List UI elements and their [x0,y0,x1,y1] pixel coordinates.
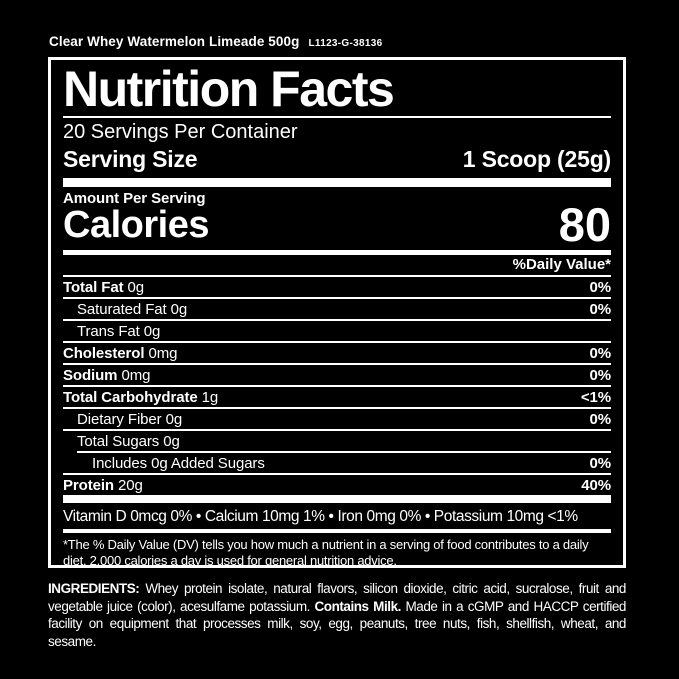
thick-separator [63,495,611,503]
nutrition-facts-panel: Nutrition Facts 20 Servings Per Containe… [48,57,626,568]
nutrient-daily-value: 0% [589,366,612,384]
nutrient-name: Includes 0g Added Sugars [92,454,265,472]
calories-row: Calories 80 [63,198,611,251]
nutrient-name: Sodium 0mg [63,366,151,384]
nutrient-row: Total Fat 0g 0% [63,275,611,297]
nutrient-daily-value: 40% [581,476,611,494]
nutrient-daily-value: <1% [580,388,611,406]
nutrient-row: Saturated Fat 0g 0% [63,297,611,319]
nutrient-name: Cholesterol 0mg [63,344,178,362]
serving-size-value: 1 Scoop (25g) [462,146,611,172]
daily-value-footnote: *The % Daily Value (DV) tells you how mu… [63,536,589,568]
calories-value: 80 [558,198,611,251]
nutrient-row: Dietary Fiber 0g 0% [63,407,611,429]
serving-size-label: Serving Size [63,146,198,172]
ingredients-bold-segment: INGREDIENTS: [48,581,140,596]
nutrient-daily-value: 0% [589,410,612,428]
nutrient-row: Total Carbohydrate 1g <1% [63,385,611,407]
ingredients-bold-segment: Contains Milk. [314,598,401,614]
nutrient-name: Total Carbohydrate 1g [63,388,219,406]
nutrient-row: Cholesterol 0mg 0% [63,341,611,363]
nutrient-daily-value: 0% [589,454,612,472]
micronutrients-line: Vitamin D 0mcg 0% • Calcium 10mg 1% • Ir… [63,507,578,525]
nutrient-row: Sodium 0mg 0% [63,363,611,385]
nutrient-row: Trans Fat 0g [63,319,611,341]
thick-separator [63,178,611,187]
servings-per-container: 20 Servings Per Container [63,121,298,143]
product-title: Clear Whey Watermelon Limeade 500g [49,34,300,49]
medium-separator [63,250,611,255]
nutrient-rows: Total Fat 0g 0% Saturated Fat 0g 0% Trans Fa… [63,275,611,495]
nutrient-row: Total Sugars 0g [63,429,611,451]
nutrient-name: Saturated Fat 0g [77,300,188,318]
nutrient-daily-value: 0% [589,278,612,296]
nutrient-name: Total Fat 0g [63,278,145,296]
nutrient-daily-value: 0% [589,344,612,362]
ingredients-segment: Made in a cGMP and HACCP certified facil… [48,598,626,649]
nutrition-facts-title: Nutrition Facts [63,64,611,118]
nutrient-name: Protein 20g [63,476,143,494]
nutrient-daily-value: 0% [589,300,612,318]
product-header: Clear Whey Watermelon Limeade 500g L1123-… [49,33,382,51]
ingredients-paragraph: INGREDIENTS: Whey protein isolate, natur… [48,580,626,650]
calories-label: Calories [63,204,209,246]
medium-separator [63,528,611,533]
nutrient-name: Dietary Fiber 0g [77,410,183,428]
amount-per-serving-label: Amount Per Serving [63,190,206,207]
daily-value-header: %Daily Value* [512,256,611,273]
ingredients-segment: Whey protein isolate, natural flavors, s… [48,581,626,614]
nutrient-row: Includes 0g Added Sugars 0% [63,451,611,473]
nutrient-name: Total Sugars 0g [77,432,180,450]
lot-code: L1123-G-38136 [308,38,383,49]
nutrient-name: Trans Fat 0g [77,322,161,340]
serving-size-row: Serving Size 1 Scoop (25g) [63,146,611,172]
nutrient-row: Protein 20g 40% [63,473,611,495]
